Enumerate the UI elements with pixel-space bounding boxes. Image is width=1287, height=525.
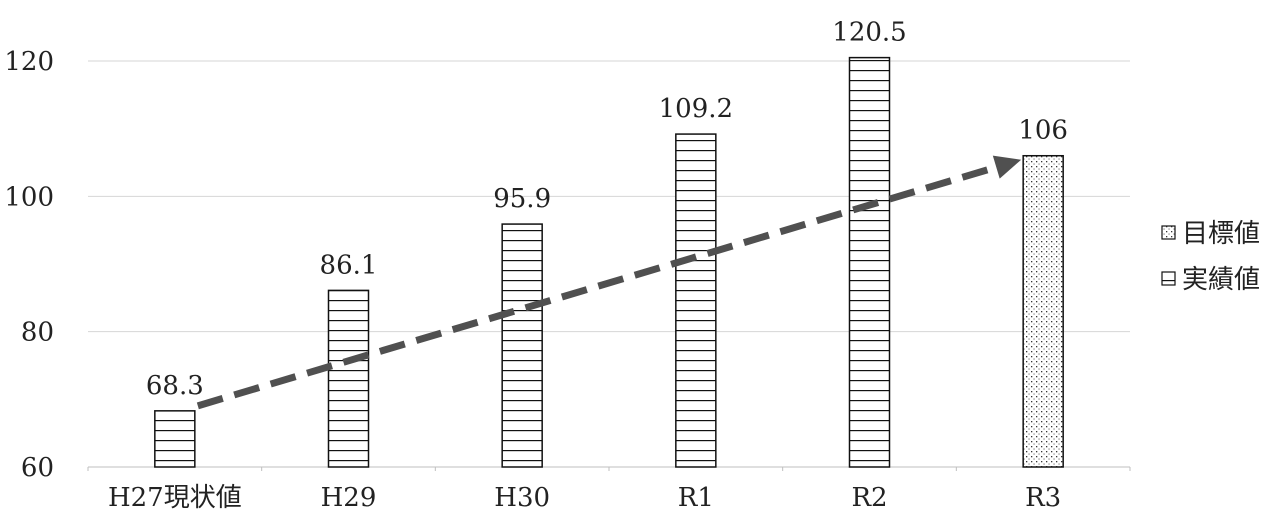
x-tick-label: R1 <box>678 483 714 513</box>
data-label: 95.9 <box>493 184 551 214</box>
data-label: 68.3 <box>146 371 204 401</box>
legend-swatch-actual <box>1161 271 1176 286</box>
x-axis: H27現状値 H29 H30 R1 R2 R3 <box>108 483 1061 513</box>
legend-label: 実績値 <box>1182 265 1260 295</box>
y-tick-label: 60 <box>21 453 54 483</box>
y-tick-label: 100 <box>4 182 54 212</box>
x-tick-label: R3 <box>1025 483 1061 513</box>
trend-arrow <box>196 155 1022 410</box>
x-tick-label: H27現状値 <box>108 483 242 513</box>
bar-actual-4 <box>848 56 891 468</box>
x-tick-label: R2 <box>851 483 887 513</box>
y-tick-label: 120 <box>4 47 54 77</box>
bar-target-5 <box>1022 154 1064 468</box>
trend-arrow-head <box>992 155 1022 179</box>
y-tick-label: 80 <box>21 318 54 348</box>
bars <box>154 56 1064 468</box>
data-label: 86.1 <box>320 250 378 280</box>
y-axis: 60 80 100 120 <box>4 47 54 483</box>
bar-actual-0 <box>154 410 196 468</box>
data-label: 109.2 <box>659 94 733 124</box>
data-label: 106 <box>1018 116 1068 146</box>
x-tick-label: H29 <box>321 483 377 513</box>
x-tick-label: H30 <box>494 483 550 513</box>
trend-arrow-line <box>196 163 998 410</box>
legend-swatch-target <box>1161 225 1176 240</box>
bar-actual-3 <box>675 133 717 468</box>
data-labels: 68.3 86.1 95.9 109.2 120.5 106 <box>146 18 1068 401</box>
gridlines <box>87 60 1131 471</box>
data-label: 120.5 <box>832 18 906 48</box>
bar-actual-1 <box>327 289 370 468</box>
bar-actual-2 <box>501 223 543 468</box>
legend-label: 目標値 <box>1182 219 1260 249</box>
